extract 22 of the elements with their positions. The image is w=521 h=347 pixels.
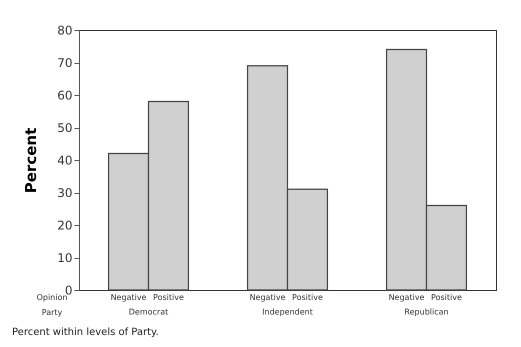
text: Percent within levels of Party. <box>12 327 159 338</box>
y-tick-label: 20 <box>57 218 72 232</box>
text: Opinion <box>36 293 68 302</box>
x-tick-label: Independent <box>262 308 313 316</box>
text: Negative <box>250 293 286 302</box>
y-tick-label: 80 <box>57 24 72 38</box>
y-tick-label: 40 <box>57 154 72 168</box>
x-tick-label: Democrat <box>128 308 168 316</box>
y-tick-label: 50 <box>57 121 72 135</box>
text: Positive <box>292 293 323 302</box>
y-tick-label: 70 <box>57 56 72 70</box>
y-tick-label: 30 <box>57 186 72 200</box>
series-label: Negative <box>110 293 147 302</box>
text: Party <box>42 308 63 317</box>
text: Negative <box>388 293 424 302</box>
y-axis-title: Percent <box>22 128 40 194</box>
x-tick-label: Republican <box>404 308 449 316</box>
text: Positive <box>431 293 462 302</box>
series-label: Positive <box>153 293 184 302</box>
y-tick-label: 0 <box>64 284 72 298</box>
y-tick-label: 10 <box>57 251 72 265</box>
y-tick-label: 60 <box>57 88 72 102</box>
